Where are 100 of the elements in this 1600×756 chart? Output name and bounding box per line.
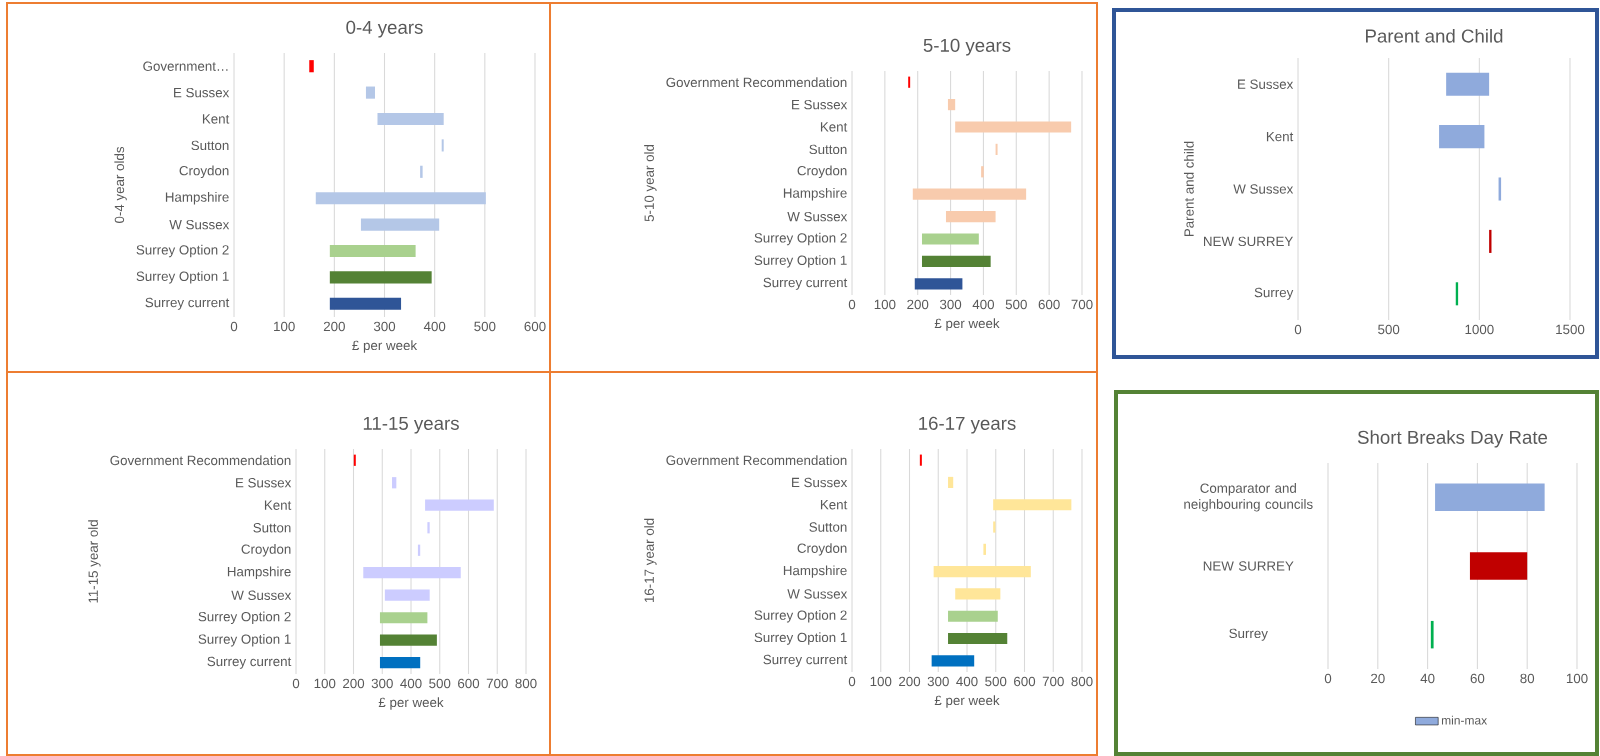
y-tick-label: W Sussex <box>787 589 848 599</box>
y-tick-label: Comparator and neighbouring councils <box>1184 483 1313 512</box>
x-tick-label: 60 <box>1470 673 1485 684</box>
y-axis-title: 5-10 year old <box>644 144 657 222</box>
x-axis-title: £ per week <box>352 340 418 353</box>
y-tick-label: W Sussex <box>1233 184 1294 194</box>
x-tick-label: 400 <box>423 321 446 332</box>
x-tick-label: 800 <box>515 678 537 689</box>
bar <box>377 112 444 126</box>
y-tick-label: Government Recommendation <box>666 77 847 88</box>
chart-title: 0-4 years <box>346 20 423 38</box>
y-tick-label: Government Recommendation <box>110 455 291 466</box>
bar <box>948 610 998 622</box>
x-tick-label: 20 <box>1371 673 1385 684</box>
bar <box>931 655 975 667</box>
bar <box>948 476 954 489</box>
y-tick-label: NEW SURREY <box>1204 236 1293 247</box>
y-tick-label: Hampshire <box>783 187 847 201</box>
y-axis-title: 11-15 year old <box>88 520 101 603</box>
x-tick-label: 40 <box>1420 673 1435 684</box>
y-tick-label: E Sussex <box>1238 79 1294 89</box>
x-tick-label: 500 <box>985 676 1007 687</box>
y-tick-label: Kent <box>264 500 292 510</box>
y-tick-label: Government Recommendation <box>666 455 847 466</box>
y-tick-label: Surrey current <box>763 654 848 667</box>
bar <box>365 86 375 99</box>
bar <box>945 211 996 223</box>
y-tick-label: Surrey Option 2 <box>136 244 229 258</box>
x-tick-label: 400 <box>956 676 978 687</box>
x-tick-label: 200 <box>323 321 345 332</box>
x-tick-label: 200 <box>343 678 365 689</box>
x-tick-label: 800 <box>1071 676 1093 687</box>
x-tick-label: 600 <box>1038 299 1060 310</box>
x-tick-label: 500 <box>1378 324 1400 335</box>
y-tick-label: Surrey Option 2 <box>198 611 291 624</box>
y-tick-label: Sutton <box>253 523 291 533</box>
y-tick-label: Hampshire <box>783 565 847 578</box>
bar <box>921 233 979 245</box>
bar <box>392 477 397 489</box>
bar <box>955 588 1001 600</box>
y-tick-label: Croydon <box>179 165 229 179</box>
x-axis-title: £ per week <box>934 318 1000 331</box>
y-tick-label: Croydon <box>241 544 291 557</box>
bar <box>379 612 428 624</box>
x-tick-label: 600 <box>524 321 546 332</box>
y-axis-title: 0-4 year olds <box>114 146 127 224</box>
x-tick-label: 100 <box>1566 673 1588 684</box>
y-tick-label: W Sussex <box>169 219 230 230</box>
bar <box>983 543 986 555</box>
bar <box>1469 552 1528 580</box>
x-tick-label: 600 <box>1014 676 1036 687</box>
y-tick-label: Hampshire <box>227 566 291 579</box>
x-tick-label: 0 <box>1294 324 1302 335</box>
bar <box>912 188 1027 200</box>
bar <box>379 657 421 669</box>
y-tick-label: NEW SURREY <box>1203 561 1294 571</box>
bar <box>981 166 984 178</box>
x-tick-label: 300 <box>927 676 949 687</box>
y-tick-label: E Sussex <box>174 87 230 98</box>
y-axis-title: Parent and child <box>1183 141 1194 237</box>
y-tick-label: Surrey Option 2 <box>754 232 847 246</box>
bar <box>933 566 1031 578</box>
x-axis-title: £ per week <box>378 697 444 710</box>
bar <box>315 192 486 205</box>
bar <box>1435 483 1545 512</box>
y-tick-label: Croydon <box>797 543 847 556</box>
x-tick-label: 600 <box>458 678 480 689</box>
bar <box>914 278 963 290</box>
y-tick-label: Sutton <box>809 522 847 532</box>
x-tick-label: 100 <box>314 678 336 689</box>
legend-label: min-max <box>1441 715 1488 725</box>
y-tick-label: Sutton <box>191 140 229 151</box>
x-tick-label: 500 <box>1005 299 1027 310</box>
x-tick-label: 0 <box>292 678 300 689</box>
y-tick-label: Sutton <box>809 144 847 155</box>
x-tick-label: 100 <box>874 299 896 310</box>
y-tick-label: E Sussex <box>792 99 848 110</box>
y-tick-label: E Sussex <box>792 477 848 488</box>
x-tick-label: 100 <box>274 321 295 332</box>
x-tick-label: 400 <box>400 678 422 689</box>
x-tick-label: 300 <box>371 678 393 689</box>
x-tick-label: 0 <box>230 321 238 332</box>
x-tick-label: 200 <box>899 676 921 687</box>
bar <box>1439 125 1485 149</box>
y-tick-label: Surrey Option 2 <box>754 610 847 623</box>
y-tick-label: Surrey <box>1229 628 1268 641</box>
x-tick-label: 700 <box>486 678 508 689</box>
chart-title: Short Breaks Day Rate <box>1357 430 1548 448</box>
x-tick-label: 1000 <box>1465 324 1494 335</box>
x-tick-label: 500 <box>474 321 496 332</box>
x-tick-label: 700 <box>1042 676 1064 687</box>
bar <box>441 139 444 152</box>
y-tick-label: E Sussex <box>236 478 292 488</box>
bar <box>329 297 402 310</box>
x-tick-label: 700 <box>1071 299 1093 310</box>
y-tick-label: Kent <box>1266 131 1294 142</box>
y-tick-label: Surrey <box>1254 287 1294 300</box>
bar <box>360 218 440 231</box>
y-tick-label: Kent <box>820 500 848 510</box>
y-tick-label: Croydon <box>797 165 847 179</box>
